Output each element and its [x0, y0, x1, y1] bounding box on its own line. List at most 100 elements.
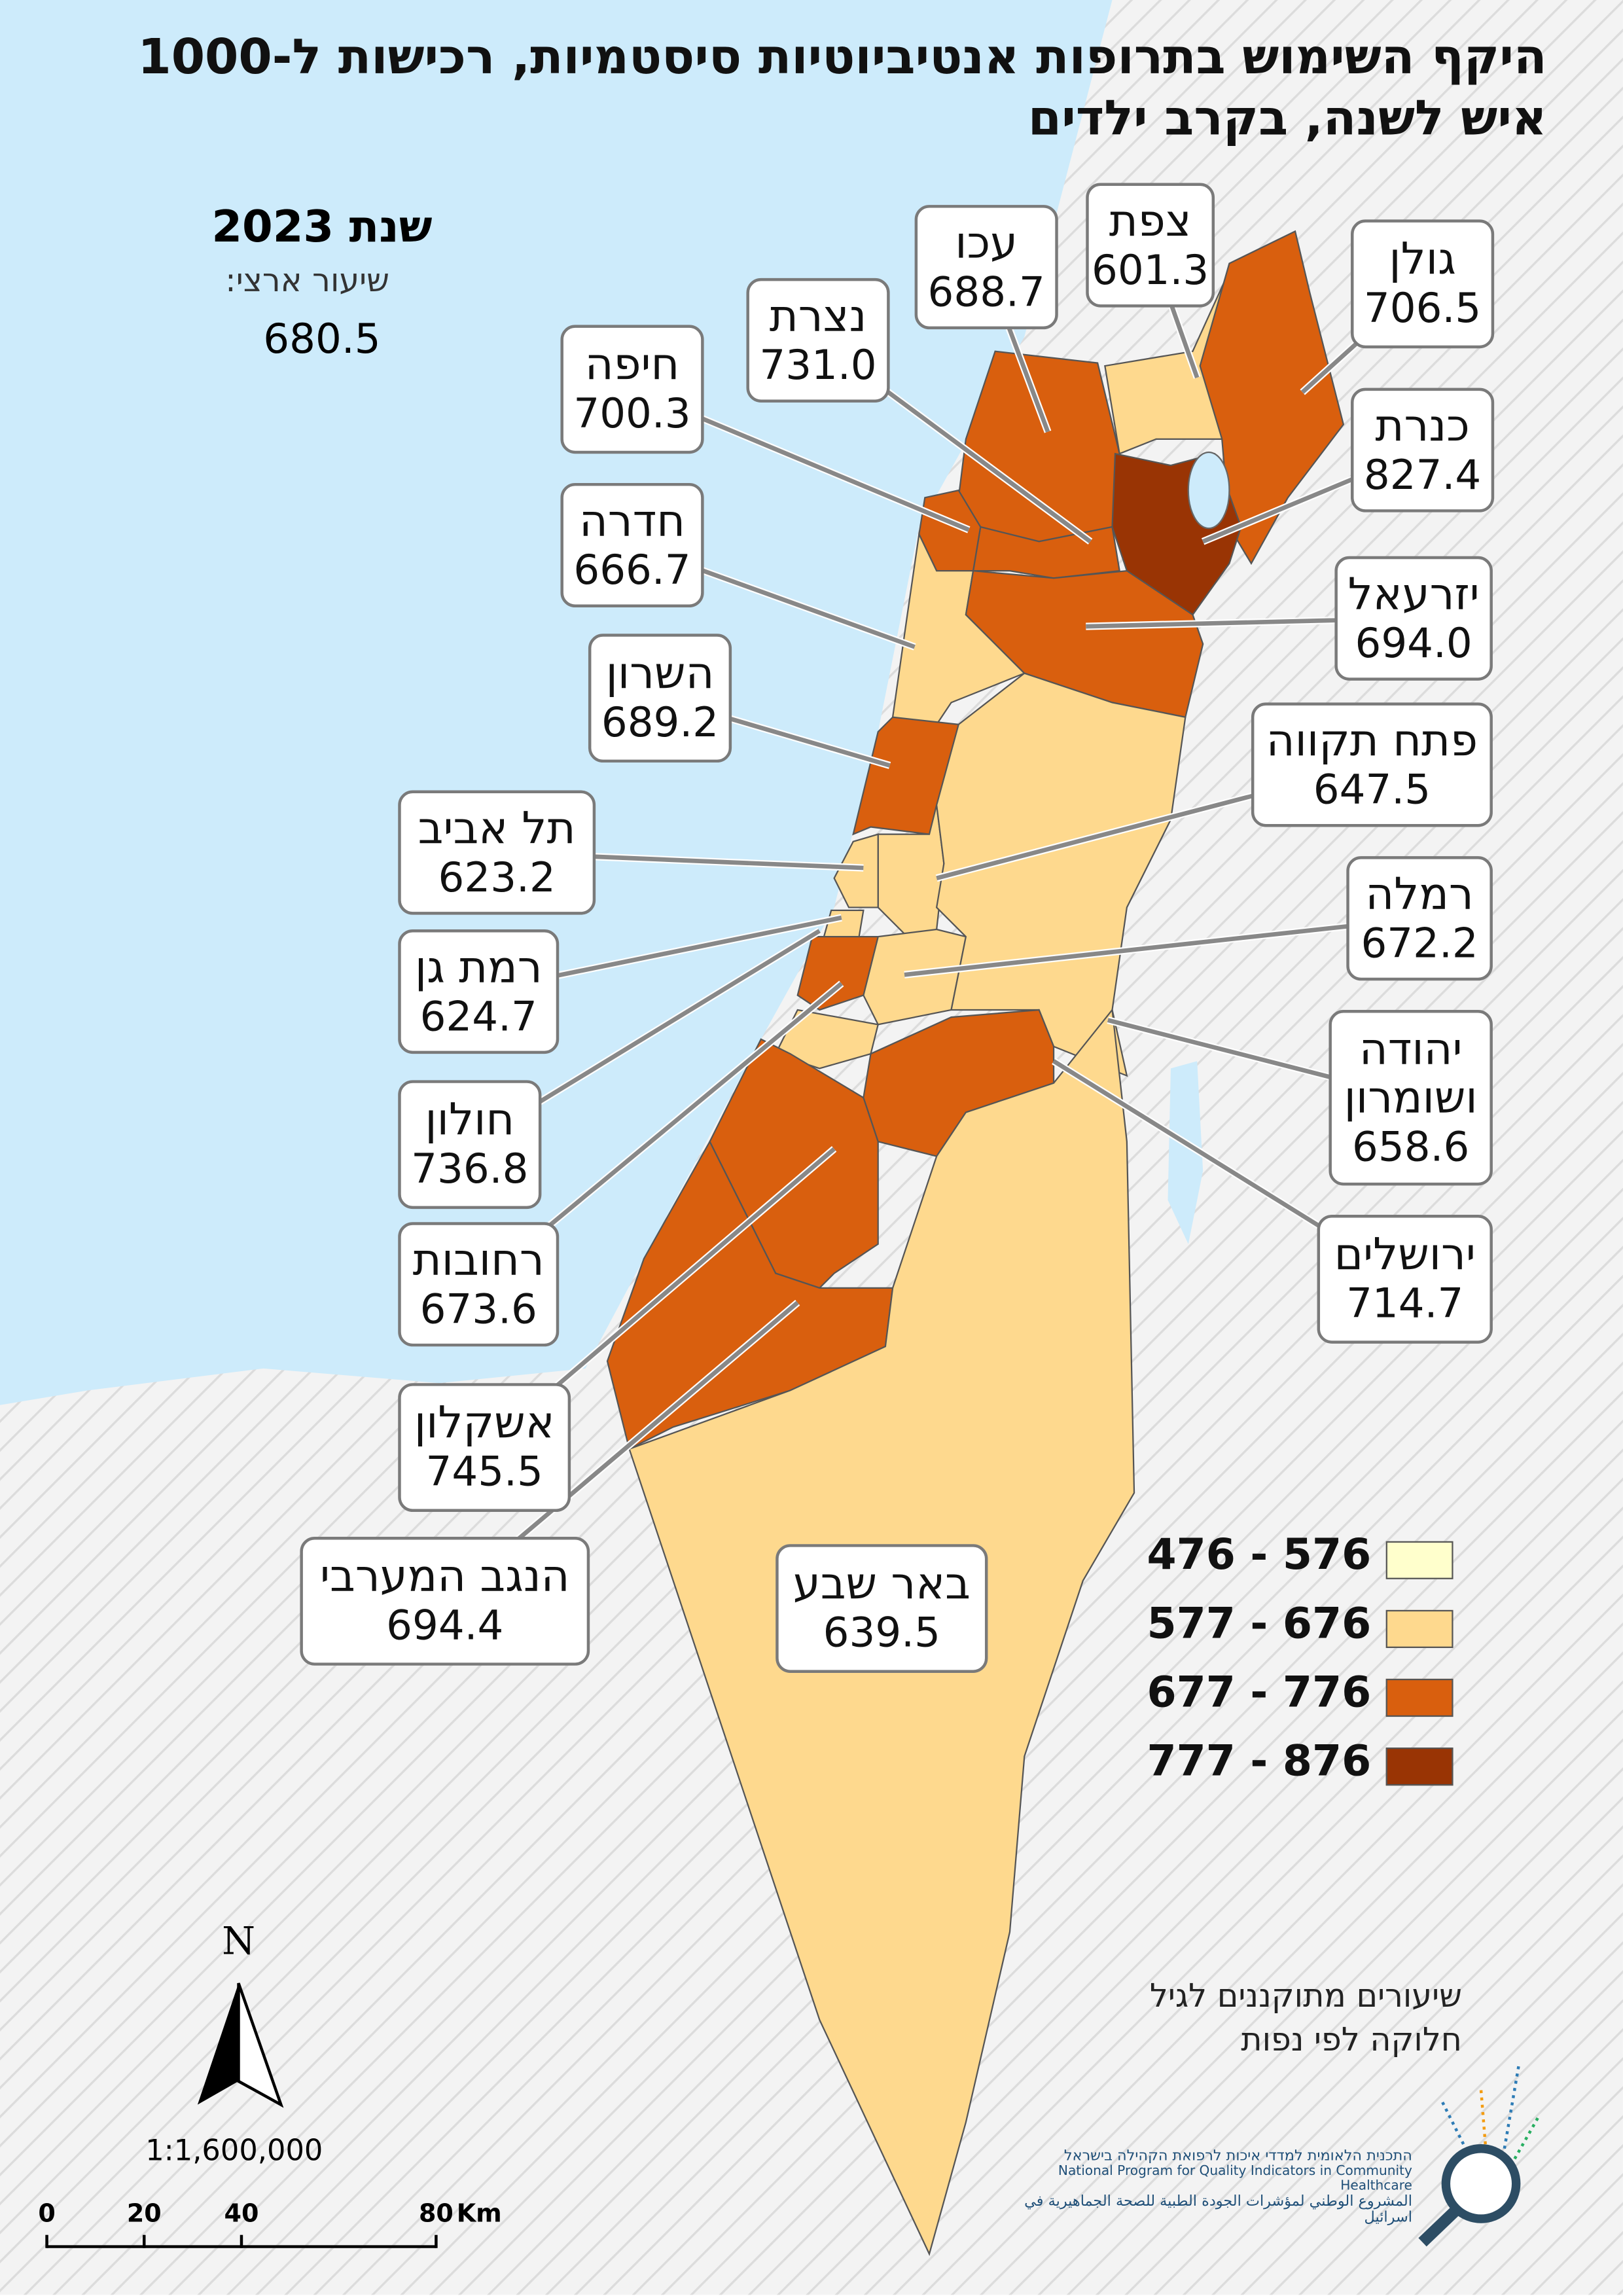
district-name: תל אביב [418, 802, 576, 854]
district-label: צפת 601.3 [1086, 183, 1215, 308]
district [965, 569, 1204, 719]
legend-swatch [1385, 1748, 1454, 1786]
title: היקף השימוש בתרופות אנטיביוטיות סיסטמיות… [25, 26, 1547, 149]
scale-unit: Km [457, 2199, 502, 2228]
district-name: חדרה [579, 495, 686, 547]
district-name: רמת גן [414, 941, 543, 994]
district-label: ירושלים 714.7 [1317, 1215, 1493, 1344]
district-value: 688.7 [927, 267, 1045, 315]
district-name: כנרת [1375, 400, 1470, 452]
district-value: 601.3 [1091, 245, 1209, 294]
leader-line [904, 916, 1420, 977]
year-label: שנת 2023 [211, 202, 433, 253]
arrow-half [237, 1982, 284, 2108]
district-value: 827.4 [1363, 450, 1482, 499]
district-value: 736.8 [411, 1144, 529, 1193]
district-name: רמלה [1365, 869, 1474, 920]
district-name: גולן [1389, 234, 1456, 286]
legend-swatch [1385, 1678, 1454, 1717]
dead-sea [1168, 1061, 1204, 1244]
legend-swatch [1385, 1609, 1454, 1648]
district-value: 623.2 [438, 852, 556, 901]
district-value: 666.7 [573, 545, 691, 594]
district-label: חולון 736.8 [398, 1080, 542, 1210]
title-line: איש לשנה, בקרב ילדים [1027, 89, 1547, 147]
district-value: 639.5 [823, 1608, 940, 1657]
district-label: חדרה 666.7 [560, 482, 704, 608]
note-line: חלוקה לפי נפות [1241, 2022, 1462, 2060]
district-label: באר שבע 639.5 [776, 1544, 988, 1673]
district-label: פתח תקווה 647.5 [1251, 702, 1493, 827]
arrow-half [197, 1983, 239, 2105]
scale-tick-label: 40 [224, 2199, 259, 2228]
district-name: השרון [605, 648, 715, 700]
logo [1418, 2063, 1541, 2247]
district-value: 706.5 [1363, 283, 1482, 332]
district [1199, 230, 1345, 565]
legend-label: 476 - 576 [1147, 1529, 1372, 1579]
district-value: 700.3 [573, 389, 691, 438]
district-name: עכו [955, 217, 1018, 269]
district-label: כנרת 827.4 [1351, 387, 1495, 512]
district-label: עכו 688.7 [914, 205, 1058, 330]
district-value: 673.6 [419, 1284, 537, 1333]
district-label: גולן 706.5 [1351, 219, 1495, 349]
district-label: תל אביב 623.2 [398, 790, 596, 915]
legend-swatch [1385, 1541, 1454, 1579]
district-value: 658.6 [1352, 1122, 1470, 1170]
credit-line: National Program for Quality Indicators … [1058, 2164, 1412, 2195]
credits: התכנית הלאומית למדדי איכות לרפואת הקהילה… [995, 2149, 1412, 2227]
note-line: שיעורים מתוקננים לגיל [1149, 1979, 1462, 2016]
legend-label: 777 - 876 [1147, 1736, 1372, 1786]
district-name: הנגב המערבי [320, 1551, 570, 1603]
district-value: 714.7 [1346, 1279, 1464, 1328]
district-label: השרון 689.2 [588, 634, 732, 763]
district-name: רחובות [412, 1234, 544, 1286]
scale-ratio: 1:1,600,000 [145, 2132, 323, 2168]
scale-tick-label: 0 [38, 2199, 55, 2228]
district-value: 731.0 [759, 340, 877, 389]
district-label: אשקלון 745.5 [398, 1383, 571, 1512]
district-label: חיפה 700.3 [560, 325, 704, 454]
scale-bar: 0 20 40 80 Km [38, 2199, 502, 2248]
legend-label: 677 - 776 [1147, 1667, 1372, 1717]
national-label: שיעור ארצי: [225, 263, 390, 300]
district-label: יזרעאל 694.0 [1334, 556, 1493, 681]
credit-line: المشروع الوطني لمؤشرات الجودة الطبية للص… [1024, 2194, 1412, 2227]
district-label: הנגב המערבי 694.4 [300, 1537, 590, 1666]
credit-line: התכנית הלאומית למדדי איכות לרפואת הקהילה… [1063, 2148, 1412, 2165]
district-name: באר שבע [793, 1558, 971, 1610]
district-label: נצרת 731.0 [746, 278, 890, 403]
national-value: 680.5 [263, 314, 381, 363]
lake [1187, 451, 1230, 529]
district-label: יהודה ושומרון 658.6 [1329, 1009, 1493, 1186]
district-name: חיפה [584, 339, 680, 391]
district-value: 694.0 [1355, 618, 1472, 667]
district-value: 624.7 [419, 992, 537, 1040]
north-label: N [222, 1920, 255, 1964]
district-name: חולון [425, 1094, 515, 1146]
scale-tick-label: 20 [127, 2199, 162, 2228]
district-name: יזרעאל [1347, 568, 1480, 620]
district-value: 689.2 [601, 698, 719, 747]
district-name: צפת [1109, 195, 1192, 247]
district [796, 936, 880, 1011]
district [774, 1009, 880, 1069]
district-value: 694.4 [386, 1601, 504, 1650]
district [891, 531, 1026, 726]
scale-tick-label: 80 [419, 2199, 454, 2228]
note: שיעורים מתוקננים לגיל חלוקה לפי נפות [876, 1976, 1462, 2064]
district-label: רחובות 673.6 [398, 1222, 560, 1347]
district-value: 745.5 [425, 1447, 543, 1496]
district-name: ירושלים [1334, 1229, 1476, 1281]
district-name: יהודה ושומרון [1344, 1024, 1478, 1124]
district-name: אשקלון [414, 1397, 555, 1449]
district-value: 647.5 [1313, 764, 1431, 814]
district-label: רמלה 672.2 [1346, 856, 1493, 981]
north-arrow [197, 1982, 284, 2108]
district-name: פתח תקווה [1266, 715, 1478, 766]
district-name: נצרת [769, 290, 867, 342]
district-label: רמת גן 624.7 [398, 929, 560, 1054]
title-line: היקף השימוש בתרופות אנטיביוטיות סיסטמיות… [137, 27, 1547, 85]
